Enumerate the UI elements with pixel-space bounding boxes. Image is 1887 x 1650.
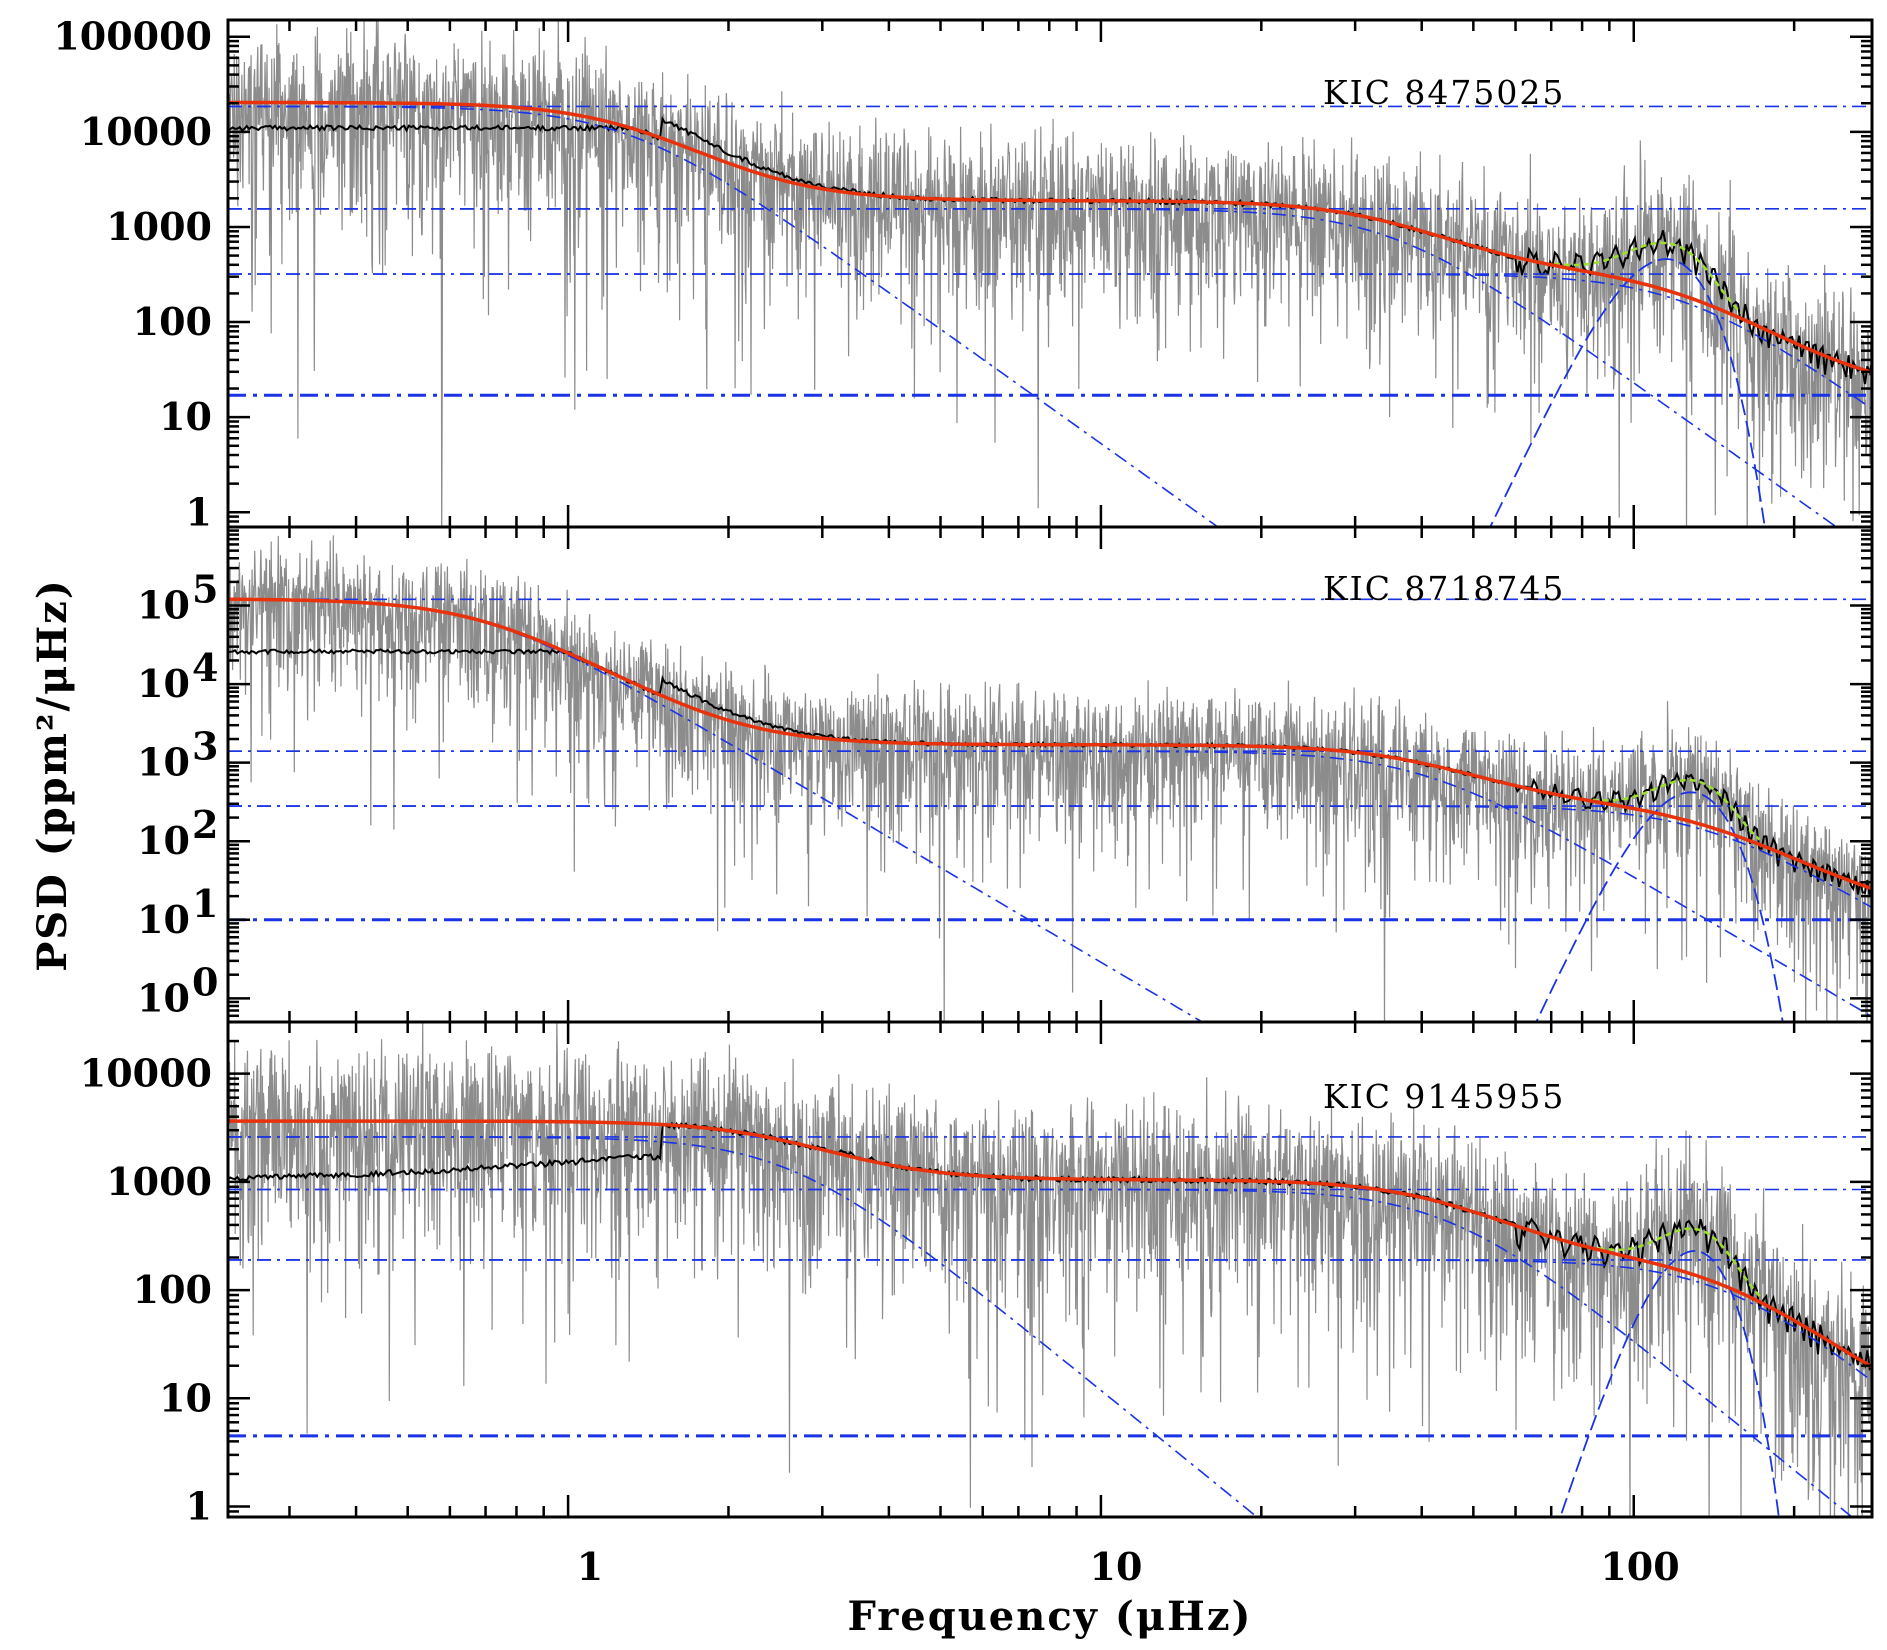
y-axis-title: PSD (ppm²/μHz): [29, 578, 76, 972]
y-tick-label-exponent: 4: [192, 645, 218, 690]
global-fit-line: [228, 100, 1872, 374]
panel-plot-area: [228, 535, 1872, 1022]
y-tick-label: 1000: [106, 204, 212, 249]
global-fit-line: [228, 1119, 1872, 1369]
y-tick-label-exponent: 2: [192, 802, 218, 847]
y-tick-label-exponent: 1: [192, 881, 218, 926]
background-component-1: [228, 105, 1220, 527]
y-tick-label: 10: [137, 583, 190, 628]
panel-3: 1 10 100 1000 10000: [80, 1020, 1874, 1529]
power-spectrum-line: [228, 535, 1872, 1022]
gaussian-envelope-fit: [1553, 241, 1743, 314]
background-component-1: [228, 598, 1204, 1022]
y-tick-label: 10: [159, 1375, 212, 1420]
y-tick-label-exponent: 3: [192, 724, 218, 769]
x-tick-label-10: 10: [1090, 1544, 1143, 1589]
y-tick-label: 10: [137, 897, 190, 942]
gaussian-envelope-fit: [1598, 1227, 1764, 1300]
y-tick-label: 10000: [80, 1051, 212, 1096]
y-tick-label: 10000: [80, 109, 212, 154]
panel-2-title: KIC 8718745: [1323, 569, 1565, 608]
power-spectrum-line: [228, 20, 1872, 527]
x-axis-title: Frequency (μHz): [848, 1593, 1253, 1640]
y-tick-label: 1: [186, 1484, 212, 1529]
y-tick-label: 10: [137, 740, 190, 785]
x-tick-label-100: 100: [1600, 1544, 1679, 1589]
y-tick-label: 10: [137, 818, 190, 863]
panel-plot-area: [228, 1022, 1872, 1517]
y-tick-label: 10: [137, 975, 190, 1020]
panel-1-title: KIC 8475025: [1323, 73, 1565, 112]
y-tick-label: 100: [133, 299, 212, 344]
oscillation-gaussian: [1489, 258, 1766, 527]
y-tick-label: 100: [133, 1267, 212, 1312]
global-fit-line: [228, 597, 1872, 891]
background-component-2: [228, 750, 1872, 1018]
panel-plot-area: [228, 20, 1872, 527]
y-tick-label: 10: [137, 661, 190, 706]
y-tick-label: 1: [186, 489, 212, 534]
y-tick-label: 1000: [106, 1159, 212, 1204]
panel-3-title: KIC 9145955: [1323, 1077, 1565, 1116]
y-tick-label: 100000: [53, 14, 212, 59]
y-tick-label-exponent: 0: [192, 959, 218, 1004]
y-tick-label: 10: [159, 394, 212, 439]
y-tick-label-exponent: 5: [192, 567, 218, 612]
smoothed-spectrum-line: [228, 115, 1872, 385]
gaussian-envelope-fit: [1592, 778, 1761, 841]
x-tick-label-1: 1: [577, 1544, 603, 1589]
panel-1: 1 10 100 1000 10000 100000: [53, 14, 1874, 534]
power-spectrum-line: [228, 1022, 1872, 1517]
background-component-3: [228, 1259, 1872, 1382]
